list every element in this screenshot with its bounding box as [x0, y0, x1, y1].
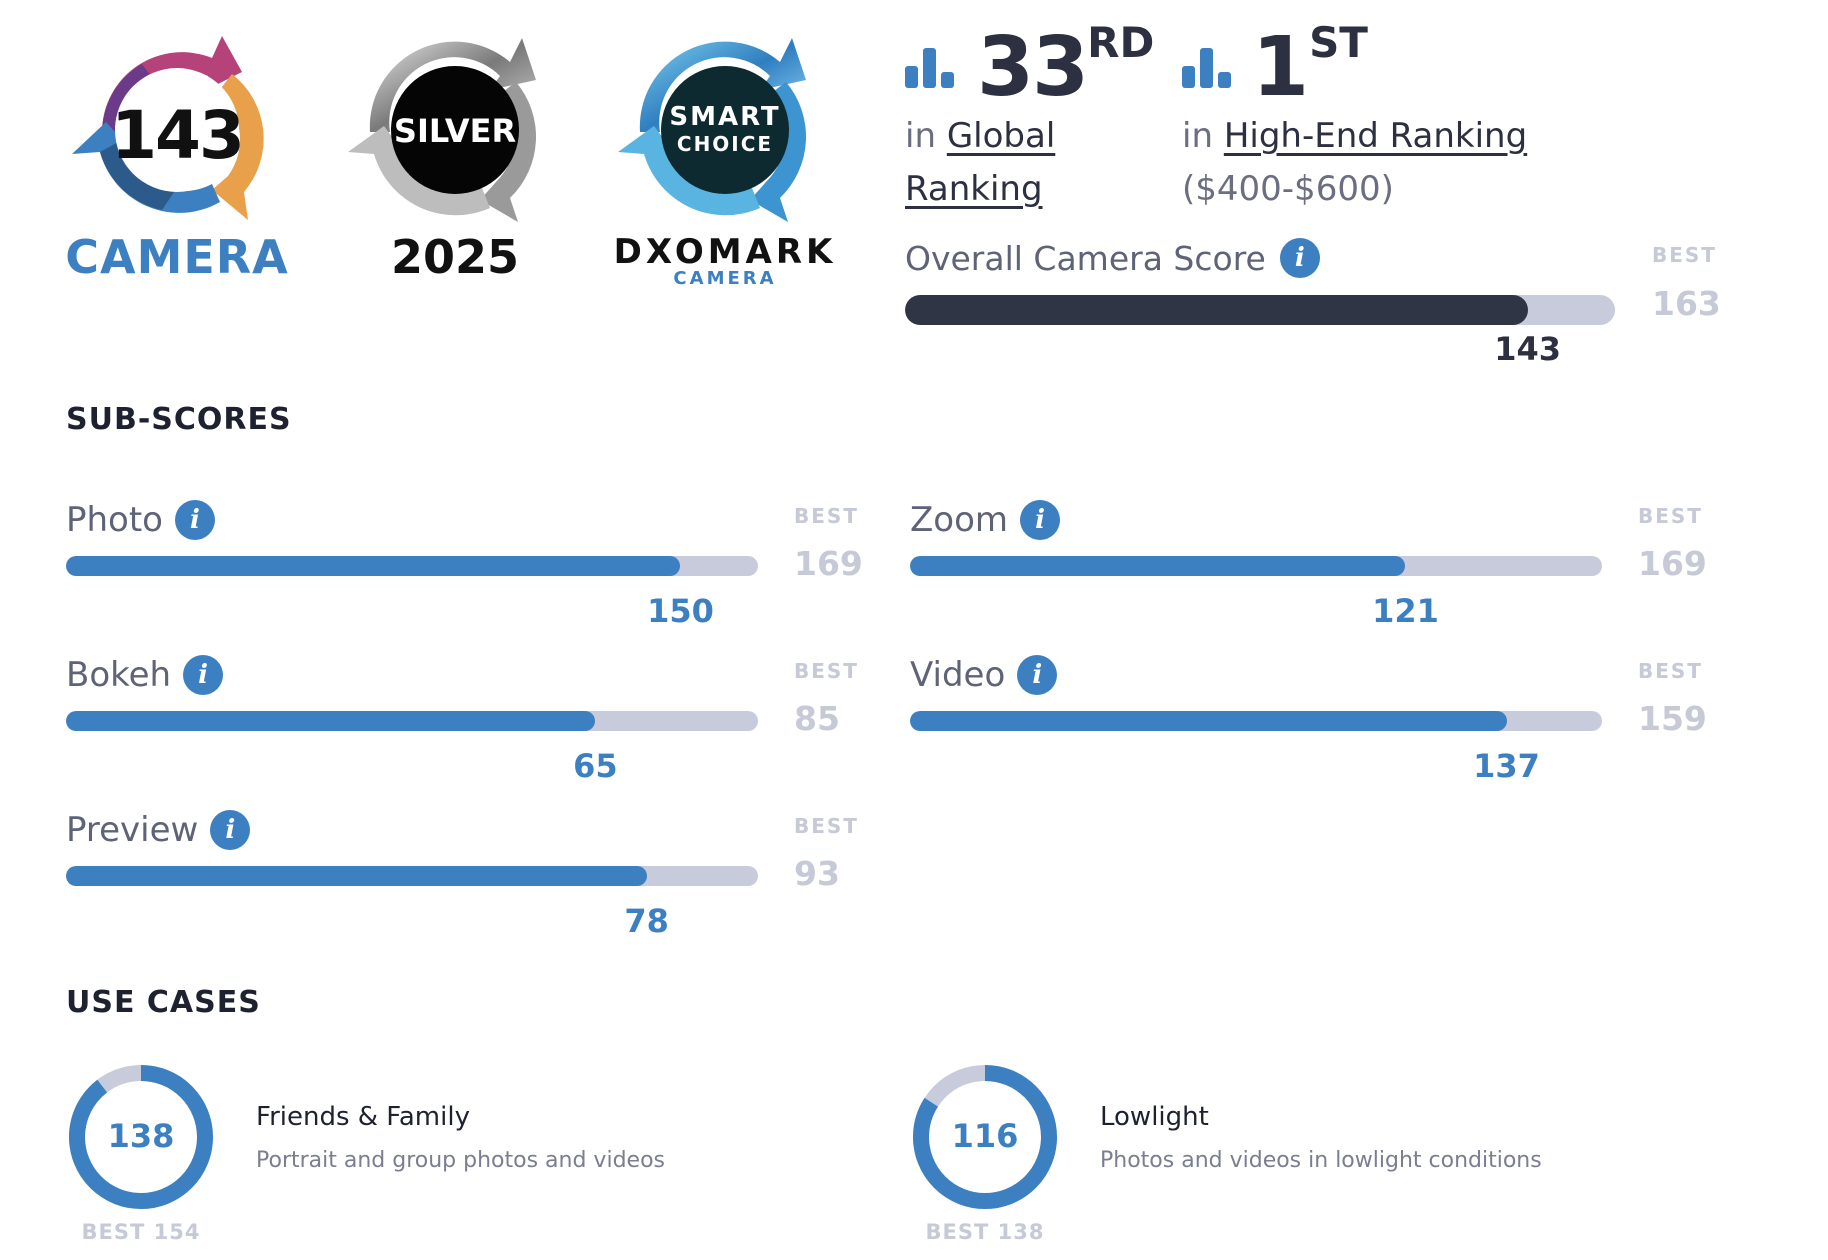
- silver-award-badge: SILVER 2025: [340, 22, 570, 292]
- subscore-video-title: Video i: [910, 655, 1058, 695]
- subscore-zoom-title: Zoom i: [910, 500, 1061, 540]
- info-icon[interactable]: i: [1020, 500, 1061, 540]
- camera-badge-ring-icon: [72, 36, 264, 220]
- global-rank-number: 33RD: [977, 18, 1155, 115]
- info-icon[interactable]: i: [175, 500, 215, 540]
- use-case-friends-family-donut: [69, 1065, 213, 1209]
- smart-choice-ring-icon: [618, 38, 807, 222]
- subscore-video-track: [910, 711, 1602, 731]
- subscore-video-label: Video: [910, 655, 1006, 695]
- overall-score-track: [905, 295, 1615, 325]
- subscore-zoom: Zoom i 121 BEST 169: [910, 500, 1730, 650]
- subscore-preview-value: 78: [624, 902, 669, 940]
- subscore-zoom-value: 121: [1372, 592, 1439, 630]
- subscore-bokeh-label: Bokeh: [66, 655, 172, 695]
- subscore-zoom-track: [910, 556, 1602, 576]
- subscore-photo: Photo i 150 BEST 169: [66, 500, 886, 650]
- subscore-photo-best-value: 169: [794, 544, 863, 583]
- global-ranking-link-2[interactable]: Ranking: [905, 169, 1043, 209]
- info-icon[interactable]: i: [1017, 655, 1058, 695]
- subscore-zoom-best-label: BEST: [1638, 504, 1703, 528]
- subscore-preview-label: Preview: [66, 810, 199, 850]
- use-case-lowlight-title: Lowlight: [1100, 1102, 1209, 1132]
- subscore-bokeh-title: Bokeh i: [66, 655, 224, 695]
- use-case-friends-family: 138 BEST 154 Friends & Family Portrait a…: [66, 1062, 866, 1252]
- use-case-friends-family-donut-fill: [69, 1065, 213, 1209]
- camera-score-badge: 143 CAMERA: [62, 22, 292, 292]
- info-icon[interactable]: i: [1279, 238, 1320, 278]
- subscore-photo-title: Photo i: [66, 500, 215, 540]
- subscore-bokeh-best-value: 85: [794, 699, 840, 738]
- subscore-video: Video i 137 BEST 159: [910, 655, 1730, 805]
- highend-rank-number: 1ST: [1252, 18, 1368, 115]
- silver-badge-label: SILVER: [393, 112, 517, 150]
- camera-badge-score: 143: [111, 97, 245, 174]
- subscore-photo-track: [66, 556, 758, 576]
- subscore-video-value: 137: [1473, 747, 1540, 785]
- subscores-heading: SUB-SCORES: [66, 402, 292, 437]
- subscore-photo-fill: [66, 556, 681, 576]
- use-case-friends-family-desc: Portrait and group photos and videos: [256, 1148, 665, 1173]
- smart-choice-line2: CHOICE: [676, 132, 774, 156]
- subscore-video-best-value: 159: [1638, 699, 1707, 738]
- use-case-lowlight-best: BEST 138: [925, 1220, 1045, 1244]
- silver-badge-ring-icon: [348, 38, 537, 222]
- subscore-zoom-label: Zoom: [910, 500, 1009, 540]
- subscore-bokeh-fill: [66, 711, 596, 731]
- subscore-bokeh-track: [66, 711, 758, 731]
- subscore-zoom-best-value: 169: [1638, 544, 1707, 583]
- subscore-preview-best-value: 93: [794, 854, 840, 893]
- subscore-video-best-label: BEST: [1638, 659, 1703, 683]
- use-case-friends-family-best: BEST 154: [81, 1220, 201, 1244]
- global-rank-text: in Global Ranking: [905, 116, 1056, 209]
- overall-score-label: Overall Camera Score: [905, 238, 1266, 278]
- info-icon[interactable]: i: [210, 810, 251, 850]
- subscore-zoom-fill: [910, 556, 1406, 576]
- subscore-preview-title: Preview i: [66, 810, 251, 850]
- dxomark-logo-sub: CAMERA: [673, 268, 777, 289]
- use-cases-heading: USE CASES: [66, 985, 261, 1020]
- subscore-bokeh-best-label: BEST: [794, 659, 859, 683]
- dxomark-logo-text: DXOMARK: [613, 232, 837, 272]
- subscore-photo-label: Photo: [66, 500, 163, 540]
- subscore-bokeh-value: 65: [573, 747, 618, 785]
- use-case-lowlight-donut-fill: [913, 1065, 1057, 1209]
- use-case-lowlight-value: 116: [951, 1117, 1019, 1155]
- subscore-preview-best-label: BEST: [794, 814, 859, 838]
- subscore-video-fill: [910, 711, 1507, 731]
- use-case-friends-family-value: 138: [107, 1117, 175, 1155]
- subscore-photo-value: 150: [647, 592, 714, 630]
- use-case-lowlight-desc: Photos and videos in lowlight conditions: [1100, 1148, 1542, 1173]
- overall-best-label: BEST: [1652, 243, 1717, 267]
- subscore-preview: Preview i 78 BEST 93: [66, 810, 886, 960]
- subscore-preview-fill: [66, 866, 647, 886]
- highend-rank-text: in High-End Ranking ($400-$600): [1182, 116, 1528, 209]
- smart-choice-line1: SMART: [669, 102, 781, 132]
- camera-badge-label: CAMERA: [65, 230, 289, 284]
- overall-score-value: 143: [1494, 330, 1562, 368]
- use-case-lowlight: 116 BEST 138 Lowlight Photos and videos …: [910, 1062, 1710, 1252]
- overall-score-fill: [905, 295, 1528, 325]
- subscore-photo-best-label: BEST: [794, 504, 859, 528]
- silver-badge-year: 2025: [390, 230, 520, 284]
- highend-ranking-link[interactable]: High-End Ranking: [1223, 116, 1528, 156]
- price-range: ($400-$600): [1182, 169, 1394, 209]
- overall-score-title: Overall Camera Score i: [905, 238, 1320, 278]
- overall-best-value: 163: [1652, 284, 1721, 323]
- bar-chart-icon: [1182, 48, 1231, 88]
- global-ranking-link[interactable]: Global: [946, 116, 1056, 156]
- subscore-preview-track: [66, 866, 758, 886]
- smart-choice-badge: SMART CHOICE DXOMARK CAMERA: [600, 22, 850, 292]
- bar-chart-icon: [905, 48, 954, 88]
- use-case-friends-family-title: Friends & Family: [256, 1102, 470, 1132]
- use-case-lowlight-donut: [913, 1065, 1057, 1209]
- subscore-bokeh: Bokeh i 65 BEST 85: [66, 655, 886, 805]
- info-icon[interactable]: i: [183, 655, 224, 695]
